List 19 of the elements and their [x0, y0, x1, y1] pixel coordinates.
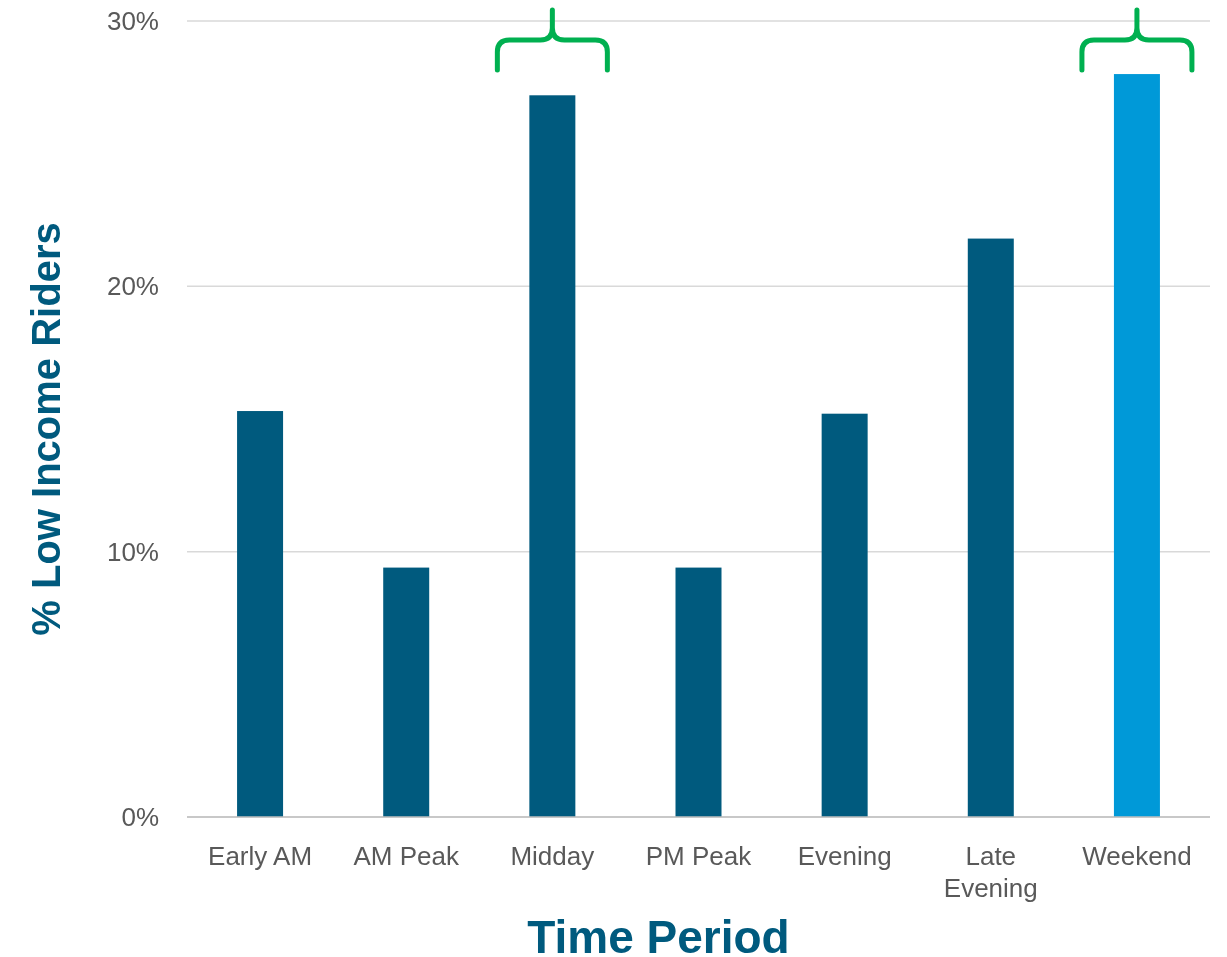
x-axis-title: Time Period — [527, 911, 790, 957]
y-tick-label: 30% — [106, 6, 159, 37]
x-tick-label: AM Peak — [353, 841, 460, 871]
x-tick-label: Early AM — [208, 841, 313, 871]
x-tick-label: PM Peak — [645, 841, 753, 871]
bar — [529, 95, 576, 817]
y-tick-label: 10% — [106, 536, 159, 567]
bar — [383, 567, 430, 817]
y-axis-title: % Low Income Riders — [24, 222, 68, 636]
x-tick-label: Weekend — [1082, 841, 1192, 871]
x-tick-label: Evening — [797, 841, 892, 871]
x-tick-label: Late Evening — [943, 841, 1038, 903]
bar — [675, 567, 722, 817]
y-tick-label: 20% — [106, 271, 159, 302]
bar — [237, 411, 284, 817]
x-tick-label: Midday — [510, 841, 595, 871]
y-tick-label: 0% — [121, 802, 159, 833]
bar — [821, 413, 868, 817]
bar — [967, 238, 1014, 817]
